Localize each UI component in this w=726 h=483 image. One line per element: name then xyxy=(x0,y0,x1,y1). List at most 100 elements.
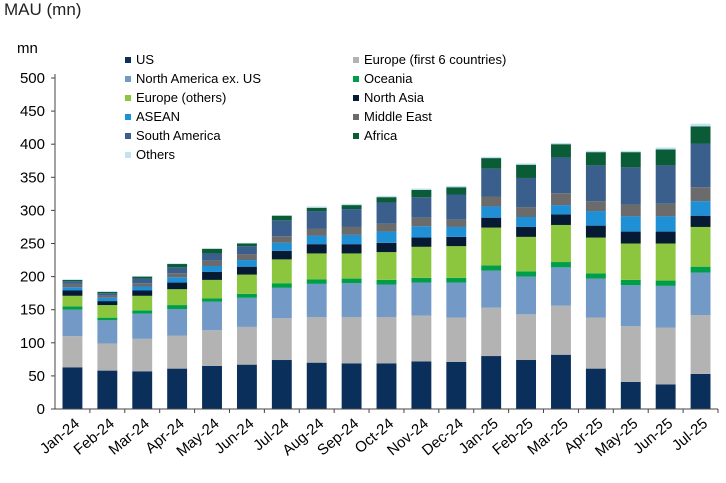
bar-segment xyxy=(446,185,467,188)
bar-segment xyxy=(202,279,222,299)
bar-segment xyxy=(620,326,641,382)
bar-segment xyxy=(271,215,292,216)
bar-segment xyxy=(271,259,292,284)
bar-segment xyxy=(516,314,537,361)
legend-swatch xyxy=(353,133,359,139)
bar-segment xyxy=(551,267,571,306)
bar-segment xyxy=(516,226,537,237)
bar-segment xyxy=(446,362,467,409)
bar-segment xyxy=(62,295,83,307)
legend-swatch xyxy=(353,114,359,120)
bar-segment xyxy=(411,189,432,198)
bar-segment xyxy=(585,165,606,202)
bar-segment xyxy=(132,295,153,311)
y-tick-label: 400 xyxy=(20,136,45,153)
bar-segment xyxy=(655,203,676,217)
legend-label: North Asia xyxy=(364,90,425,105)
bar-segment xyxy=(62,367,83,409)
bar-segment xyxy=(306,244,327,254)
bar-segment xyxy=(516,164,537,178)
x-axis: Jan-24Feb-24Mar-24Apr-24May-24Jun-24Jul-… xyxy=(37,408,719,460)
legend-swatch xyxy=(353,95,359,101)
bar-segment xyxy=(202,248,222,254)
bar-segment xyxy=(97,370,118,409)
bar-segment xyxy=(271,250,292,260)
bar-segment xyxy=(411,282,432,316)
bar-segment xyxy=(341,363,362,409)
bar-segment xyxy=(62,279,83,280)
bar-segment xyxy=(62,283,83,288)
bar-segment xyxy=(690,187,711,202)
bar-segment xyxy=(655,327,676,385)
bar-segment xyxy=(585,237,606,274)
bar-segment xyxy=(132,283,153,287)
chart-title: MAU (mn) xyxy=(4,0,82,19)
bar-segment xyxy=(516,177,537,208)
bar-segment xyxy=(585,278,606,318)
bar-segment xyxy=(620,243,641,280)
bar-segment xyxy=(446,246,467,278)
bar-segment xyxy=(655,147,676,150)
bar-segment xyxy=(236,254,257,261)
legend-label: Europe (others) xyxy=(136,90,226,105)
bar-segment xyxy=(411,217,432,227)
bar-segment xyxy=(167,277,188,283)
bar-segment xyxy=(306,316,327,363)
bar-segment xyxy=(236,243,257,247)
bar-segment xyxy=(341,316,362,364)
bar-segment xyxy=(411,197,432,218)
y-tick-label: 50 xyxy=(28,368,45,385)
bar-segment xyxy=(376,223,397,232)
bar-segment xyxy=(306,235,327,245)
bar-segment xyxy=(516,207,537,218)
bar-segment xyxy=(411,188,432,190)
bar-segment xyxy=(620,152,641,168)
bar-segment xyxy=(97,317,118,321)
bar-segment xyxy=(167,267,188,274)
bar-segment xyxy=(516,276,537,315)
y-axis: 0 50 100 150 200 250 300 350 400 450 500 xyxy=(20,70,56,418)
legend-swatch xyxy=(125,57,131,63)
bar-segment xyxy=(97,301,118,306)
bar-segment xyxy=(585,152,606,166)
legend-label: US xyxy=(136,52,154,67)
bar-segment xyxy=(620,381,641,409)
bar-segment xyxy=(411,246,432,278)
bar-segment xyxy=(446,194,467,220)
x-tick-label: Mar-24 xyxy=(105,415,152,459)
bar-segment xyxy=(446,226,467,237)
bar-segment xyxy=(690,123,711,127)
bar-segment xyxy=(481,227,502,266)
bar-segment xyxy=(271,283,292,288)
bar-segment xyxy=(376,195,397,198)
bar-segment xyxy=(620,167,641,205)
bar-segment xyxy=(585,317,606,369)
bar-segment xyxy=(306,207,327,212)
bar-segment xyxy=(551,142,571,145)
bar-segment xyxy=(341,244,362,254)
bar-segment xyxy=(132,278,153,284)
bar-segment xyxy=(481,156,502,159)
bar-segment xyxy=(97,320,118,344)
bar-segment xyxy=(271,220,292,237)
bar-segment xyxy=(551,193,571,206)
bar-segment xyxy=(551,157,571,194)
bar-segment xyxy=(551,262,571,268)
bar-segment xyxy=(97,297,118,302)
bar-segment xyxy=(132,338,153,372)
bar-segment xyxy=(341,278,362,284)
bar-segment xyxy=(551,144,571,158)
bar-segment xyxy=(341,205,362,210)
bar-segment xyxy=(132,313,153,339)
bar-segment xyxy=(202,330,222,366)
legend-label: Others xyxy=(136,147,176,162)
bar-segment xyxy=(62,309,83,337)
x-tick-label: Mar-25 xyxy=(524,415,571,459)
y-tick-label: 350 xyxy=(20,169,45,186)
bar-segment xyxy=(446,277,467,283)
y-tick-label: 200 xyxy=(20,269,45,286)
bar-segment xyxy=(620,231,641,244)
y-tick-label: 150 xyxy=(20,302,45,319)
bar-segment xyxy=(585,211,606,226)
